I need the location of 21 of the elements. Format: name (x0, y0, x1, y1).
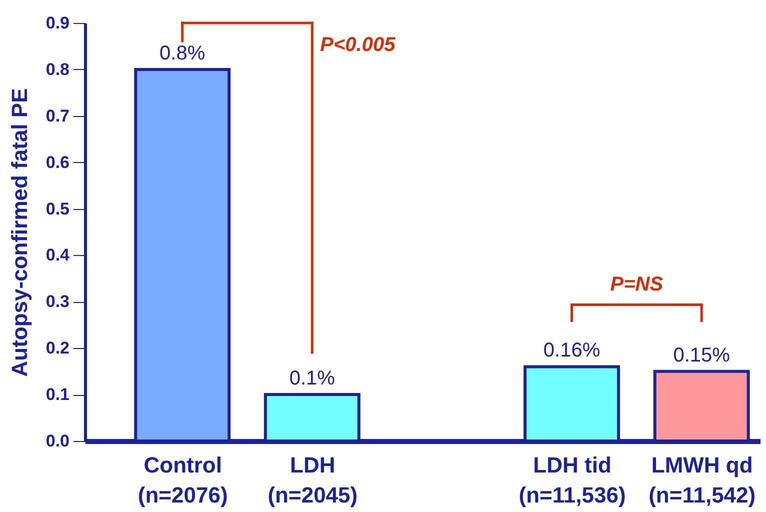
x-tick-label: LDH (n=2045) (268, 452, 358, 508)
y-tick-label: 0.0 (46, 432, 70, 450)
y-tick-label: 0.1 (46, 385, 70, 404)
y-axis-title: Autopsy-confirmed fatal PE (6, 88, 32, 377)
y-tick-label: 0.3 (46, 292, 70, 312)
y-tick-label: 0.8 (46, 60, 70, 79)
annotation: P<0.005 (320, 34, 396, 56)
y-tick-label: 0.7 (46, 106, 70, 126)
y-tick-label: 0.5 (46, 199, 70, 218)
data-label: 0.1% (289, 368, 336, 390)
y-tick-label: 0.4 (46, 246, 70, 265)
x-tick-label: Control (n=2076) (138, 452, 228, 508)
data-label: 0.15% (673, 344, 730, 366)
data-label: 0.16% (543, 340, 600, 362)
y-tick-label: 0.2 (46, 338, 70, 358)
y-tick-label: 0.9 (46, 14, 70, 32)
x-tick-label: LMWH qd (n=11,542) (648, 452, 756, 508)
data-label: 0.8% (160, 42, 206, 64)
x-tick-label: LDH tid (n=11,536) (518, 452, 626, 508)
y-tick-label: 0.6 (46, 152, 70, 172)
annotation: P=NS (610, 274, 664, 296)
